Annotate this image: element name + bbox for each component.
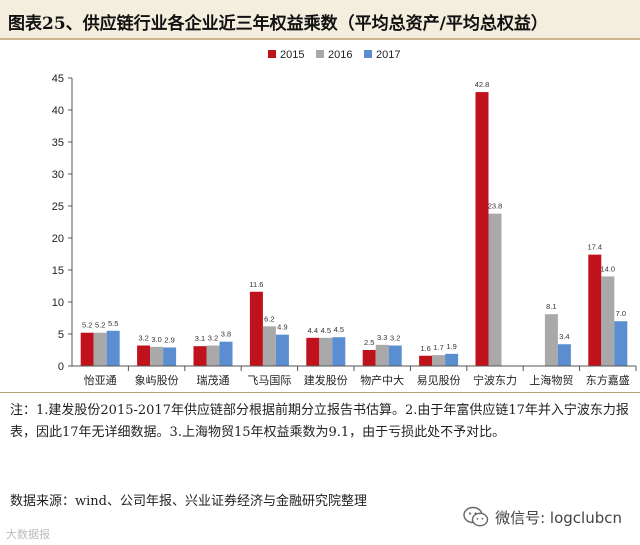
x-category-label: 上海物贸	[529, 373, 573, 387]
y-tick-label: 45	[52, 73, 64, 85]
data-label: 4.4	[308, 326, 318, 335]
wechat-icon	[463, 506, 489, 527]
bar-2017	[275, 334, 289, 366]
data-label: 5.5	[108, 319, 118, 328]
bar-2017	[332, 337, 346, 366]
data-label: 3.2	[208, 334, 218, 343]
bar-2015	[588, 254, 602, 366]
y-tick-label: 20	[52, 233, 64, 245]
separator-top	[0, 392, 640, 393]
data-label: 3.8	[221, 330, 231, 339]
bar-2016	[319, 337, 333, 366]
data-labels: 5.2 5.2 5.53.2 3.0 2.9 3.1 3.2 3.811.66.24.9 4.4…	[82, 80, 626, 353]
legend-swatch-2016	[316, 50, 324, 58]
legend-swatch-2017	[364, 50, 372, 58]
data-label: 7.0	[616, 309, 626, 318]
bar-2015	[80, 332, 94, 366]
bar-2016	[544, 314, 558, 366]
data-label: 1.7	[433, 343, 443, 352]
y-tick-label: 30	[52, 169, 64, 181]
legend-label-2017: 2017	[376, 49, 400, 61]
x-category-label: 东方嘉盛	[586, 373, 630, 387]
figure-title-bar: 图表25、供应链行业各企业近三年权益乘数（平均总资产/平均总权益）	[0, 0, 640, 40]
data-label: 1.9	[446, 342, 456, 351]
chart-note: 注：1.建发股份2015-2017年供应链部分根据前期分立报告书估算。2.由于年…	[10, 403, 629, 440]
data-label: 2.9	[164, 335, 174, 344]
data-label: 8.1	[546, 302, 556, 311]
y-tick-label: 5	[58, 329, 64, 341]
data-label: 4.5	[321, 326, 331, 335]
bar-2015	[306, 337, 320, 366]
data-label: 4.9	[277, 323, 287, 332]
bar-2015	[137, 345, 151, 366]
bar-2017	[445, 353, 459, 366]
wechat-watermark: 微信号: logclubcn	[463, 506, 622, 528]
y-tick-label: 15	[52, 265, 64, 277]
data-label: 3.3	[377, 333, 387, 342]
y-tick-label: 25	[52, 201, 64, 213]
bar-2015	[249, 291, 263, 366]
data-source: 数据来源：wind、公司年报、兴业证券经济与金融研究院整理	[10, 494, 367, 509]
y-axis: 0 5 10 15 20 25 30 35 40 45	[52, 73, 73, 373]
data-label: 42.8	[475, 80, 490, 89]
y-tick-label: 10	[52, 297, 64, 309]
data-label: 14.0	[600, 264, 615, 273]
data-label: 3.2	[390, 334, 400, 343]
x-category-label: 飞马国际	[247, 374, 291, 387]
y-tick-label: 0	[58, 361, 64, 373]
legend-label-2016: 2016	[328, 49, 352, 61]
bar-2016	[488, 213, 502, 366]
data-label: 3.2	[138, 334, 148, 343]
data-label: 3.4	[559, 332, 569, 341]
bar-2015	[475, 92, 489, 366]
x-category-label: 瑞茂通	[197, 373, 230, 387]
x-category-label: 建发股份	[304, 373, 348, 387]
y-tick-label: 40	[52, 105, 64, 117]
bar-2015	[193, 346, 207, 366]
bar-2017	[557, 344, 571, 366]
data-label: 5.2	[95, 321, 105, 330]
bar-2017	[106, 330, 120, 366]
x-category-label: 易见股份	[417, 374, 461, 387]
bar-2016	[150, 346, 164, 366]
data-label: 6.2	[264, 314, 274, 323]
bar-2017	[388, 345, 402, 366]
data-label: 3.0	[151, 335, 161, 344]
bar-2016	[93, 332, 107, 366]
bar-2016	[432, 355, 446, 366]
bar-2016	[206, 345, 220, 366]
data-label: 3.1	[195, 334, 205, 343]
data-label: 4.5	[334, 325, 344, 334]
data-label: 1.6	[420, 344, 430, 353]
x-category-label: 怡亚通	[84, 373, 117, 387]
data-label: 23.8	[488, 202, 503, 211]
corner-watermark: 大数据报	[6, 528, 50, 541]
y-tick-label: 35	[52, 137, 64, 149]
bar-series	[80, 92, 628, 366]
bar-2017	[614, 321, 628, 366]
x-category-label: 宁波东力	[473, 373, 517, 387]
figure-title: 图表25、供应链行业各企业近三年权益乘数（平均总资产/平均总权益）	[8, 14, 548, 34]
x-axis: 怡亚通 象屿股份 瑞茂通 飞马国际 建发股份 物产中大 易见股份 宁波东力 上海物贸 东方嘉盛	[72, 365, 637, 387]
chart-legend: 2015 2016 2017	[268, 49, 400, 61]
bar-2016	[375, 344, 389, 366]
bar-2015	[362, 350, 376, 366]
bar-2017	[163, 347, 177, 366]
x-category-label: 象屿股份	[135, 374, 179, 387]
bar-2016	[262, 326, 276, 366]
bar-2016	[601, 276, 615, 366]
bar-2017	[219, 341, 233, 366]
data-label: 11.6	[249, 280, 263, 289]
bar-2015	[419, 355, 433, 366]
legend-swatch-2015	[268, 50, 276, 58]
data-label: 17.4	[587, 243, 602, 252]
data-label: 2.5	[364, 338, 374, 347]
x-category-label: 物产中大	[360, 373, 404, 387]
data-label: 5.2	[82, 321, 92, 330]
legend-label-2015: 2015	[280, 49, 304, 61]
wechat-id: 微信号: logclubcn	[495, 508, 622, 527]
